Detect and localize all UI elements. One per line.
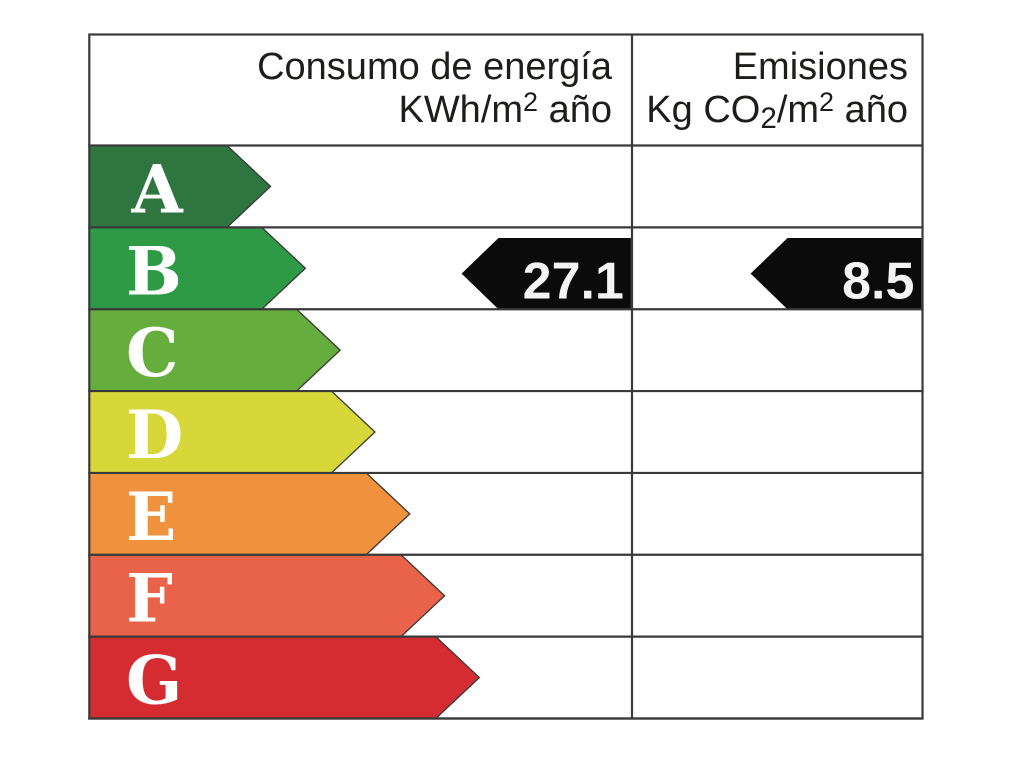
emissions-unit-mid: /m [776, 89, 820, 131]
emissions-header-units: Kg CO2/m2 año [646, 86, 908, 135]
consumption-header-units: KWh/m2 año [257, 86, 612, 135]
consumption-column-header: Consumo de energía KWh/m2 año [257, 46, 612, 135]
scale-letter-b: B [126, 232, 182, 310]
consumption-unit-base: KWh/m [398, 89, 524, 131]
consumption-unit-superscript: 2 [523, 86, 539, 117]
emissions-column-header: Emisiones Kg CO2/m2 año [646, 46, 908, 135]
table-outer-border [88, 33, 924, 720]
emissions-rating-arrow [750, 237, 922, 310]
scale-letter-e: E [126, 478, 176, 556]
scale-arrow-b [88, 226, 307, 310]
emissions-unit-rest: año [834, 89, 908, 131]
emissions-unit-superscript: 2 [819, 86, 835, 117]
consumption-rating-value: 27.1 [523, 253, 624, 311]
scale-letter-g: G [126, 642, 182, 720]
scale-letter-a: A [131, 150, 184, 228]
scale-letter-d: D [126, 396, 183, 474]
scale-letter-f: F [126, 560, 173, 638]
consumption-header-line1: Consumo de energía [257, 46, 612, 88]
scale-letter-c: C [126, 314, 179, 392]
consumption-rating-arrow [461, 237, 631, 310]
emissions-unit-subscript: 2 [760, 101, 777, 135]
emissions-unit-base: Kg CO [646, 89, 761, 131]
emissions-header-line1: Emisiones [732, 46, 908, 88]
consumption-unit-rest: año [538, 89, 612, 131]
emissions-rating-value: 8.5 [842, 253, 914, 311]
